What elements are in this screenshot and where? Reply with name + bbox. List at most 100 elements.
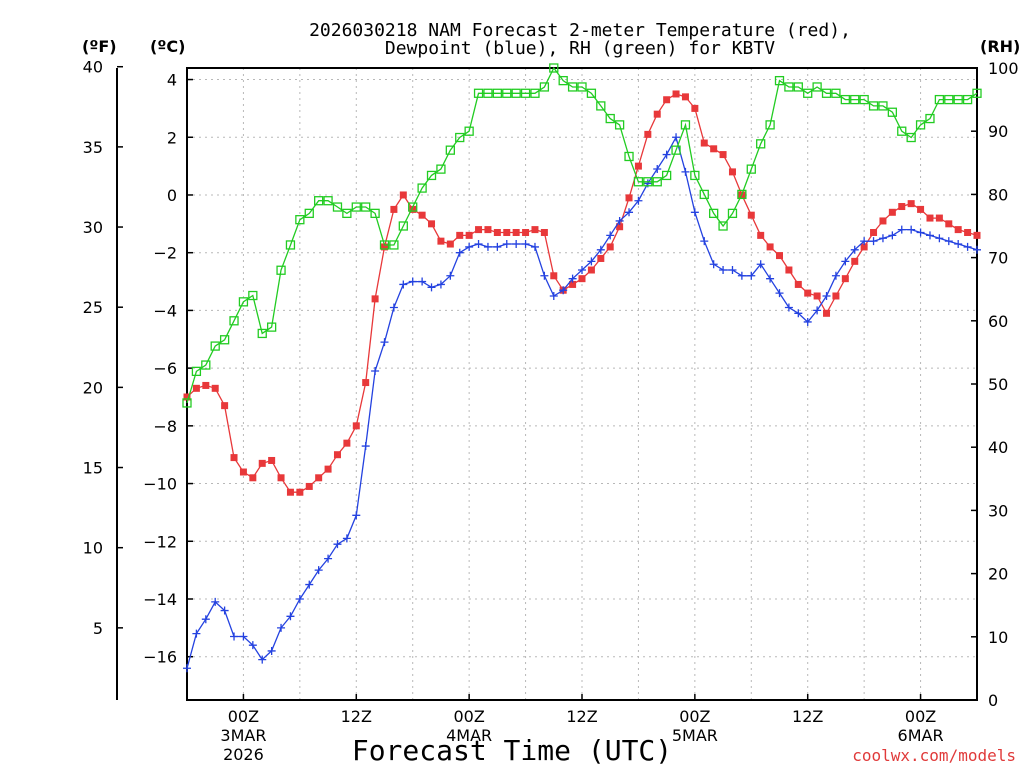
data-point — [464, 126, 474, 136]
data-point — [323, 196, 333, 206]
data-point — [794, 280, 802, 288]
data-point — [972, 88, 982, 98]
data-point — [277, 623, 286, 632]
data-point — [728, 266, 737, 275]
data-point — [436, 164, 446, 174]
data-point — [831, 271, 840, 280]
data-point — [680, 120, 691, 130]
data-point — [408, 277, 417, 286]
data-point — [737, 189, 747, 200]
data-point — [183, 393, 191, 401]
data-point — [550, 272, 558, 280]
x-tick-date: 4MAR — [446, 726, 492, 745]
data-point — [257, 328, 267, 339]
data-point — [483, 88, 493, 98]
data-point — [559, 286, 568, 295]
data-point — [709, 260, 718, 269]
data-point — [850, 245, 859, 254]
data-point — [342, 534, 351, 543]
data-point — [661, 170, 672, 181]
data-point — [954, 240, 963, 249]
data-point — [531, 226, 539, 234]
data-point — [888, 208, 896, 216]
data-point — [465, 242, 474, 251]
data-point — [690, 170, 700, 181]
data-point — [371, 367, 380, 376]
data-point — [794, 309, 803, 318]
data-point — [305, 580, 314, 589]
x-tick-label: 00Z — [679, 707, 710, 726]
data-point — [390, 205, 398, 213]
data-point — [821, 88, 832, 98]
data-point — [944, 94, 954, 105]
data-point — [342, 208, 352, 219]
data-point — [870, 228, 878, 236]
data-point — [315, 474, 323, 482]
data-point — [699, 189, 709, 200]
data-point — [465, 231, 473, 239]
data-point — [757, 231, 765, 239]
rh-tick-label: 100 — [988, 59, 1019, 78]
data-point — [700, 237, 709, 246]
data-point — [671, 145, 681, 155]
data-point — [522, 228, 530, 236]
celsius-tick-label: −16 — [143, 648, 177, 667]
data-point — [691, 104, 699, 112]
data-point — [201, 360, 211, 370]
data-point — [719, 266, 728, 275]
data-point — [249, 474, 257, 482]
data-point — [456, 231, 464, 239]
data-point — [944, 237, 953, 246]
x-tick-label: 00Z — [228, 707, 259, 726]
data-point — [567, 82, 578, 92]
fahrenheit-tick-label: 40 — [83, 58, 103, 77]
rh-tick-label: 80 — [988, 185, 1008, 204]
data-point — [183, 664, 191, 673]
rh-tick-label: 60 — [988, 312, 1008, 331]
data-point — [568, 274, 577, 283]
data-point — [869, 237, 878, 246]
data-point — [362, 379, 370, 387]
data-point — [286, 488, 294, 496]
data-point — [351, 202, 361, 212]
data-point — [276, 265, 286, 275]
data-point — [305, 482, 313, 490]
data-point — [389, 303, 398, 312]
data-point — [277, 474, 285, 482]
data-point — [258, 459, 266, 467]
data-point — [653, 110, 661, 118]
data-point — [907, 200, 915, 208]
data-point — [672, 90, 680, 98]
data-point — [625, 194, 633, 202]
celsius-tick-label: −12 — [143, 532, 177, 551]
data-point — [295, 594, 304, 603]
rh-tick-label: 90 — [988, 122, 1008, 141]
data-point — [285, 240, 296, 250]
data-point — [925, 231, 934, 240]
data-point — [926, 214, 934, 222]
data-point — [841, 257, 850, 266]
data-point — [230, 632, 239, 641]
data-point — [540, 228, 548, 236]
data-point — [907, 225, 916, 234]
data-point — [898, 203, 906, 211]
data-point — [549, 63, 559, 73]
data-point — [352, 511, 361, 520]
rh-tick-label: 20 — [988, 565, 1008, 584]
data-point — [616, 223, 624, 231]
plot-series — [182, 63, 982, 673]
data-point — [784, 303, 793, 312]
data-point — [324, 465, 332, 473]
data-point — [314, 196, 324, 206]
data-point — [587, 257, 596, 266]
data-point — [719, 151, 727, 159]
data-point — [718, 221, 728, 231]
data-point — [868, 101, 879, 111]
data-point — [521, 240, 530, 249]
data-point — [238, 297, 249, 307]
data-point — [296, 488, 304, 496]
x-tick-label: 12Z — [341, 707, 372, 726]
data-point — [428, 220, 436, 228]
data-point — [804, 289, 812, 297]
data-point — [511, 88, 521, 98]
